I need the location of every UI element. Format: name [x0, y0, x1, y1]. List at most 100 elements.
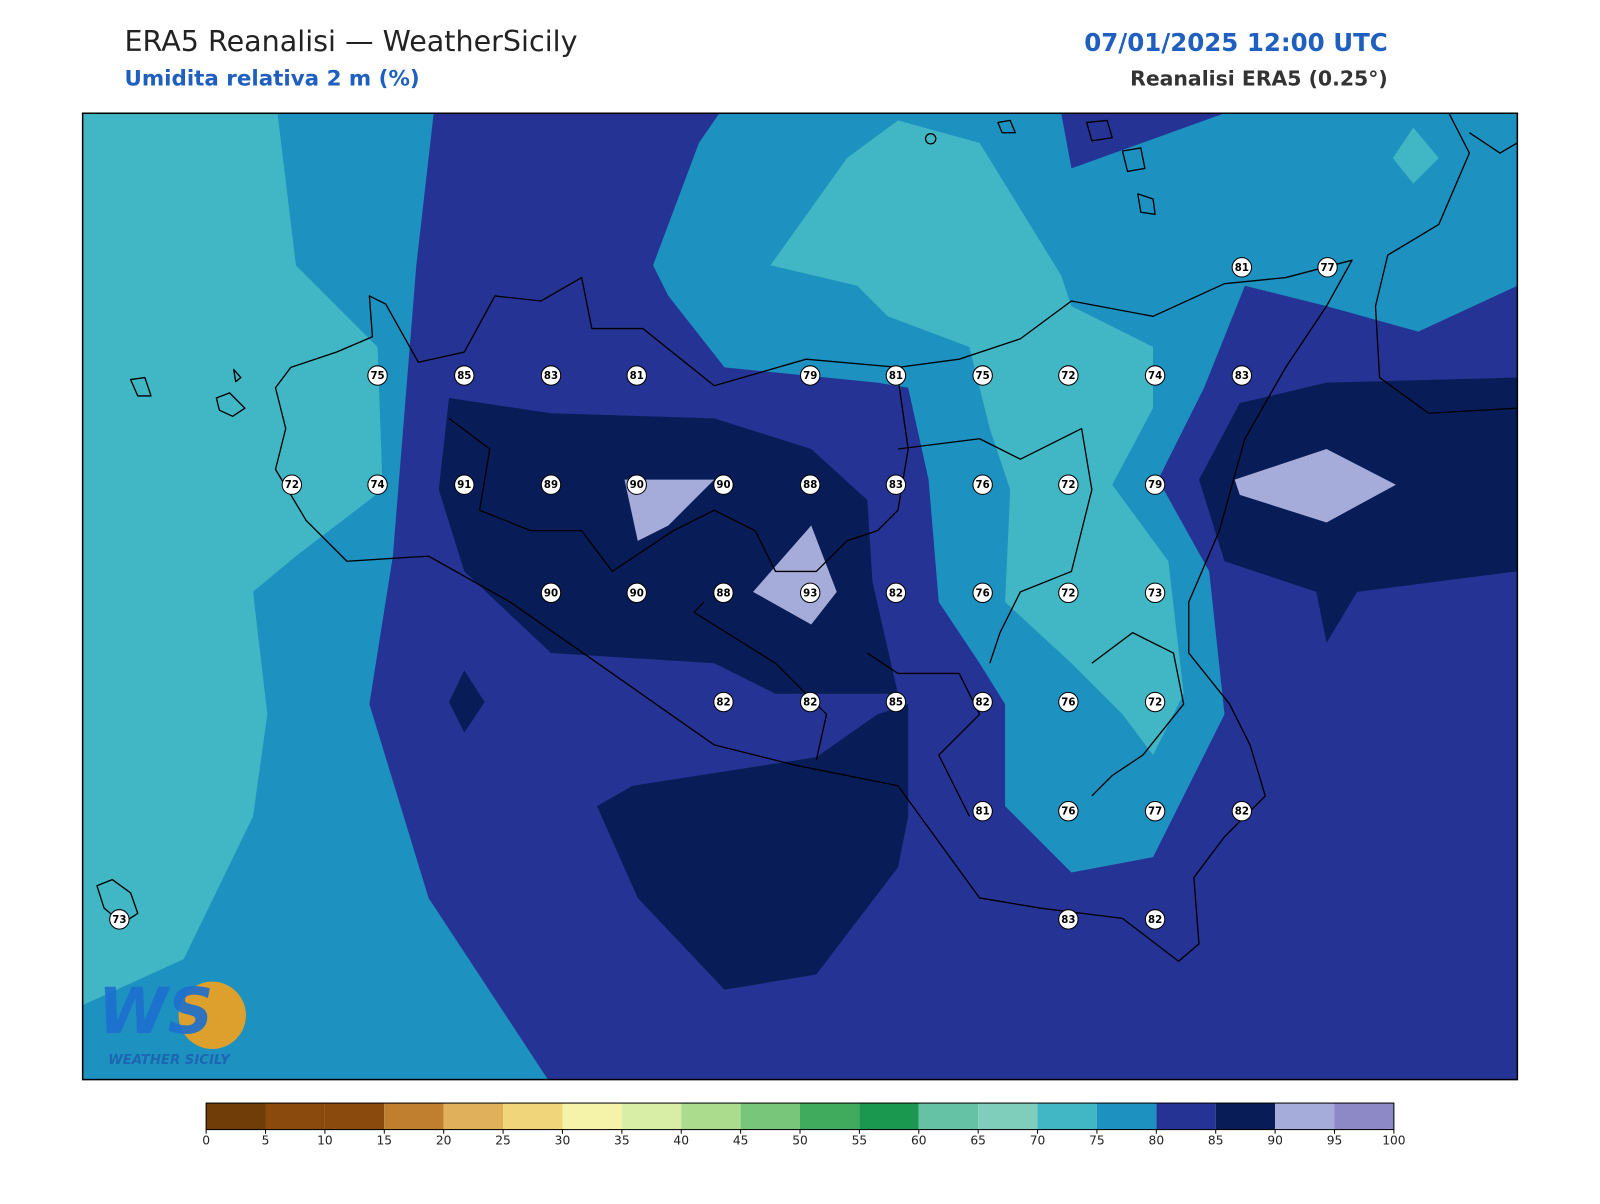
colorbar-tick-label: 15 [376, 1133, 392, 1147]
station-value: 72 [1061, 588, 1075, 599]
colorbar-tick-label: 60 [911, 1133, 927, 1147]
station-marker [1231, 365, 1253, 386]
fill-70-75 [82, 113, 383, 1006]
colorbar-bin [443, 1103, 504, 1130]
station-value: 81 [976, 807, 990, 818]
colorbar-tick-label: 40 [673, 1133, 689, 1147]
station-value: 83 [889, 480, 903, 491]
colorbar-tick-label: 85 [1208, 1133, 1224, 1147]
station-value: 74 [370, 480, 384, 491]
station-marker [713, 691, 734, 713]
colorbar-bin [800, 1103, 860, 1130]
station-marker [1144, 474, 1166, 495]
station-value: 81 [1235, 263, 1249, 274]
fill-85-90 [448, 670, 485, 733]
colorbar-bin [918, 1103, 979, 1130]
station-marker [800, 691, 821, 713]
colorbar-tick-label: 65 [970, 1133, 986, 1147]
station-value: 81 [889, 371, 903, 382]
logo-sun [178, 981, 246, 1049]
station-marker [972, 582, 993, 604]
station-value: 83 [544, 371, 558, 382]
station-marker [1144, 909, 1166, 930]
station-marker [713, 474, 734, 495]
station-marker [885, 365, 907, 386]
fill-85-90 [596, 704, 909, 990]
colorbar-tick-label: 50 [792, 1133, 808, 1147]
station-marker [109, 909, 130, 930]
colorbar-tick-label: 5 [262, 1133, 270, 1147]
colorbar-tick-label: 70 [1030, 1133, 1046, 1147]
colorbar-tick-label: 45 [733, 1133, 749, 1147]
colorbar-bin [681, 1103, 741, 1130]
station-value: 88 [716, 588, 730, 599]
station-value: 77 [1320, 263, 1334, 274]
colorbar-tick-label: 75 [1089, 1133, 1105, 1147]
datetime: 07/01/2025 12:00 UTC [1084, 28, 1388, 57]
colorbar-tick-label: 55 [852, 1133, 868, 1147]
station-value: 82 [803, 698, 817, 709]
station-marker [367, 365, 388, 386]
colorbar-tick-label: 90 [1267, 1133, 1283, 1147]
station-value: 81 [630, 371, 644, 382]
field [82, 113, 1518, 1080]
logo-text: WEATHER SICILY [108, 1053, 231, 1068]
station-marker [1144, 691, 1166, 713]
station-marker [972, 801, 993, 822]
station-value: 83 [1235, 371, 1249, 382]
station-value: 75 [370, 371, 384, 382]
fill-70-75 [770, 120, 1184, 756]
station-value: 85 [889, 698, 903, 709]
fill-70-75 [1392, 127, 1439, 184]
station-value: 76 [1061, 807, 1075, 818]
station-marker [1144, 801, 1166, 822]
station-value: 72 [1061, 371, 1075, 382]
station-value: 90 [544, 588, 558, 599]
colorbar-bin [265, 1103, 325, 1130]
coastline-calabria-east [1469, 132, 1518, 154]
station-marker [626, 365, 647, 386]
station-value: 79 [1148, 480, 1162, 491]
colorbar-bin [503, 1103, 563, 1130]
fill-85-90 [1198, 377, 1518, 643]
station-marker [800, 582, 821, 604]
colorbar-tick-label: 35 [614, 1133, 630, 1147]
station-value: 82 [1148, 915, 1162, 926]
station-value: 73 [112, 915, 126, 926]
colorbar-tick-label: 30 [555, 1133, 571, 1147]
colorbar-bin [1215, 1103, 1276, 1130]
station-value: 91 [457, 480, 471, 491]
station-marker [626, 474, 647, 495]
station-marker [367, 474, 388, 495]
station-marker [1144, 365, 1166, 386]
station-value: 79 [803, 371, 817, 382]
station-value: 77 [1148, 807, 1162, 818]
title: ERA5 Reanalisi — WeatherSicily [124, 24, 577, 58]
station-marker [1317, 257, 1338, 278]
colorbar-tick-label: 80 [1149, 1133, 1165, 1147]
station-value: 90 [630, 480, 644, 491]
station-marker [540, 582, 562, 604]
borders [448, 377, 1185, 817]
colorbar-bin [1275, 1103, 1335, 1130]
station-marker [1058, 691, 1079, 713]
station-marker [281, 474, 303, 495]
stations: 75 85 83 81 79 81 75 72 74 83 81 77 72 74 91 89 90 90 88 83… [109, 257, 1338, 930]
station-value: 72 [285, 480, 299, 491]
station-marker [540, 365, 562, 386]
station-marker [540, 474, 562, 495]
map-frame [81, 112, 1519, 1081]
station-value: 82 [1235, 807, 1249, 818]
station-marker [885, 691, 907, 713]
coastline-calabria [1374, 113, 1518, 414]
station-marker [454, 474, 475, 495]
station-value: 72 [1061, 480, 1075, 491]
colorbar-tick-label: 100 [1382, 1133, 1405, 1147]
station-marker [1058, 365, 1079, 386]
logo-mark: WS [98, 974, 213, 1048]
station-marker [885, 474, 907, 495]
station-value: 75 [976, 371, 990, 382]
colorbar: 0 5 10 15 20 25 30 35 40 45 50 55 60 65 70 75 80 85 90 95 10… [202, 1102, 1406, 1147]
station-marker [1058, 909, 1079, 930]
